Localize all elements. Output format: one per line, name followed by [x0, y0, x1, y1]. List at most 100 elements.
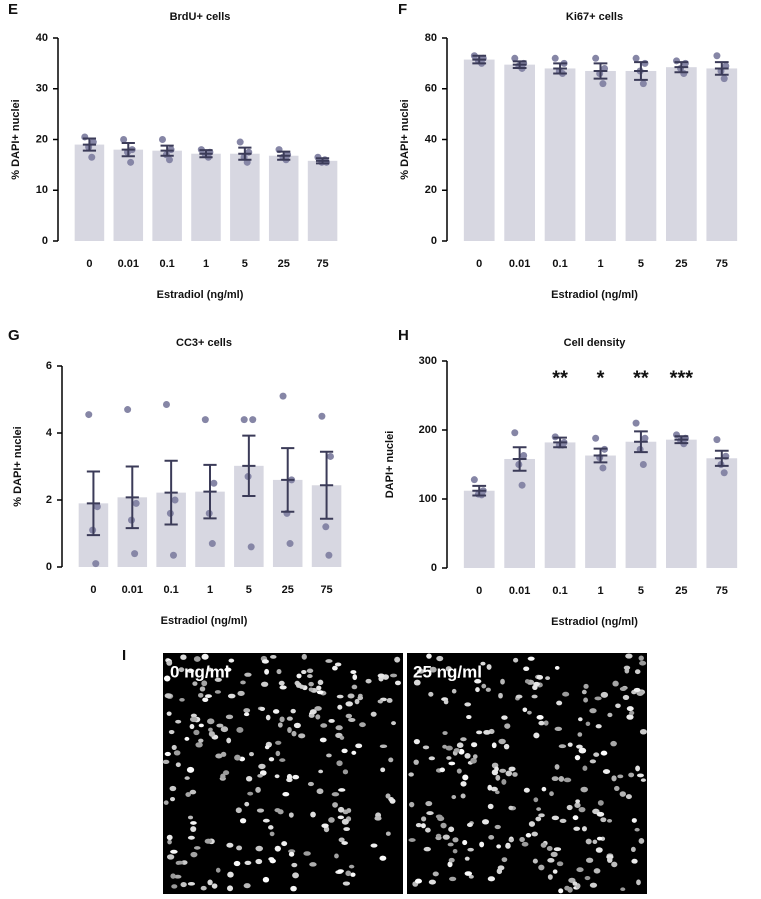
- nucleus: [574, 802, 581, 808]
- nucleus: [596, 836, 603, 841]
- nucleus: [440, 822, 447, 829]
- nucleus: [208, 731, 215, 737]
- nucleus: [228, 658, 235, 663]
- data-point: [132, 499, 140, 507]
- nucleus: [585, 721, 591, 726]
- nucleus: [625, 794, 632, 800]
- nucleus: [204, 838, 213, 844]
- nucleus: [316, 685, 322, 691]
- nucleus: [447, 861, 453, 868]
- nucleus: [462, 774, 469, 781]
- nucleus: [164, 693, 172, 699]
- data-point: [511, 429, 519, 437]
- nucleus: [487, 784, 493, 791]
- nucleus: [409, 801, 415, 808]
- nucleus: [262, 876, 270, 883]
- nucleus: [345, 713, 353, 719]
- nucleus: [556, 861, 564, 867]
- nucleus: [334, 853, 339, 859]
- nucleus: [512, 772, 518, 777]
- data-point: [236, 138, 244, 146]
- nucleus: [166, 834, 173, 841]
- nucleus: [198, 723, 204, 728]
- bar: [665, 67, 697, 242]
- nucleus: [370, 843, 378, 848]
- nucleus: [277, 809, 284, 815]
- nucleus: [638, 655, 644, 661]
- nucleus: [233, 860, 241, 867]
- nucleus: [162, 759, 170, 765]
- x-tick-label: 5: [246, 584, 252, 596]
- x-tick-label: 0.01: [509, 258, 530, 270]
- nucleus: [193, 729, 200, 736]
- nucleus: [171, 884, 178, 889]
- nucleus: [293, 722, 301, 729]
- nucleus: [581, 826, 587, 832]
- nucleus: [328, 718, 335, 723]
- nucleus: [189, 716, 198, 722]
- nucleus: [460, 793, 466, 799]
- nucleus: [589, 882, 598, 888]
- chart-title: Ki67+ cells: [566, 11, 623, 23]
- nucleus: [264, 668, 270, 675]
- x-axis-label: Estradiol (ng/ml): [157, 289, 244, 301]
- nucleus: [166, 660, 173, 666]
- nucleus: [536, 807, 542, 811]
- nucleus: [202, 697, 209, 703]
- nucleus: [456, 742, 464, 749]
- nucleus: [633, 687, 641, 692]
- panel-letter: H: [398, 327, 409, 344]
- nucleus: [190, 713, 197, 718]
- nucleus: [255, 845, 264, 852]
- nucleus: [391, 721, 396, 726]
- nucleus: [635, 765, 641, 772]
- nucleus: [288, 849, 296, 854]
- nucleus: [425, 800, 433, 807]
- error-bar: [242, 434, 256, 497]
- x-tick-label: 0: [476, 258, 482, 270]
- nucleus: [523, 666, 530, 671]
- bar: [268, 155, 299, 241]
- nucleus: [342, 809, 349, 815]
- nucleus: [288, 851, 295, 857]
- nucleus: [326, 753, 332, 758]
- nucleus: [308, 713, 315, 718]
- nucleus: [220, 773, 226, 780]
- nucleus: [600, 750, 608, 756]
- nucleus: [558, 776, 565, 782]
- nucleus: [175, 860, 184, 865]
- nucleus: [348, 717, 356, 723]
- nucleus: [292, 774, 300, 780]
- x-tick-label: 25: [278, 258, 290, 270]
- data-point: [713, 52, 721, 60]
- nucleus: [307, 674, 313, 679]
- nucleus: [379, 855, 387, 861]
- nucleus: [164, 751, 171, 757]
- nucleus: [334, 662, 342, 667]
- bar: [625, 441, 657, 568]
- nucleus: [476, 730, 483, 735]
- nucleus: [607, 857, 613, 863]
- nucleus: [589, 759, 597, 764]
- nucleus: [215, 867, 221, 873]
- significance: *: [597, 367, 605, 389]
- nucleus: [464, 856, 470, 861]
- data-point: [165, 156, 173, 164]
- nucleus: [432, 871, 439, 877]
- data-point: [286, 540, 294, 548]
- x-tick-label: 5: [242, 258, 248, 270]
- x-tick-label: 5: [638, 258, 644, 270]
- nucleus: [448, 826, 455, 833]
- nucleus: [269, 831, 275, 837]
- nucleus: [357, 695, 364, 701]
- nucleus: [505, 843, 511, 849]
- nucleus: [291, 862, 298, 868]
- bar: [463, 59, 495, 241]
- nucleus: [567, 742, 573, 747]
- nucleus: [448, 761, 456, 766]
- nucleus: [464, 752, 471, 759]
- nucleus: [417, 668, 425, 674]
- error-bar: [315, 157, 330, 165]
- data-point: [249, 416, 257, 424]
